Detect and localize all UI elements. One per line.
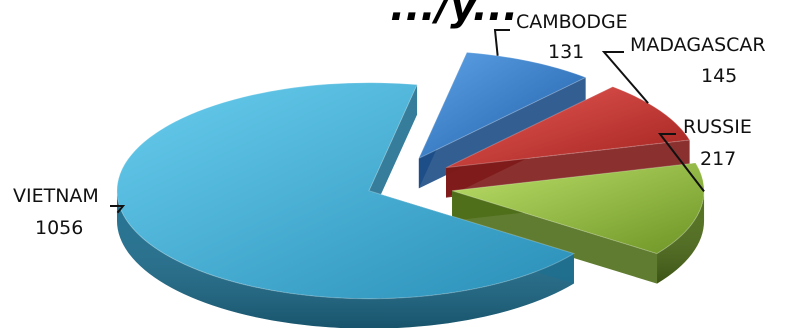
leader-line-madagascar <box>601 51 649 104</box>
leader-lines <box>110 29 705 214</box>
slice-side-shade <box>116 190 574 328</box>
slice-side-shade <box>657 190 705 284</box>
slice-cut-wall <box>446 139 690 198</box>
slice-cut-wall <box>452 190 658 284</box>
slice-label-name: VIETNAM <box>13 185 99 207</box>
pie-slices <box>116 51 705 328</box>
slice-top-face <box>417 51 587 160</box>
pie-slice-madagascar <box>445 86 691 198</box>
slice-label-cambodge: CAMBODGE 131 <box>516 11 628 63</box>
slice-top-face <box>116 82 576 300</box>
pie-slice-russie <box>451 162 705 284</box>
slice-cut-wall <box>368 84 418 221</box>
pie-slice-vietnam <box>116 82 576 328</box>
slice-label-value: 145 <box>701 65 737 87</box>
leader-line-cambodge <box>493 29 510 56</box>
chart-title-fragment: .../y... <box>390 0 518 30</box>
leader-line-russie <box>657 133 705 193</box>
slice-label-madagascar: MADAGASCAR 145 <box>630 34 766 87</box>
slice-label-name: MADAGASCAR <box>630 34 766 56</box>
slice-label-value: 131 <box>548 41 584 63</box>
slice-label-value: 1056 <box>35 217 83 239</box>
slice-top-face <box>451 162 705 255</box>
slice-top-face <box>445 86 691 169</box>
slice-label-name: CAMBODGE <box>516 11 628 33</box>
slice-label-name: RUSSIE <box>683 116 752 138</box>
slice-label-russie: RUSSIE 217 <box>683 116 752 170</box>
slice-label-vietnam: VIETNAM 1056 <box>13 185 99 239</box>
leader-line-vietnam <box>110 205 126 214</box>
slice-label-value: 217 <box>700 148 736 170</box>
